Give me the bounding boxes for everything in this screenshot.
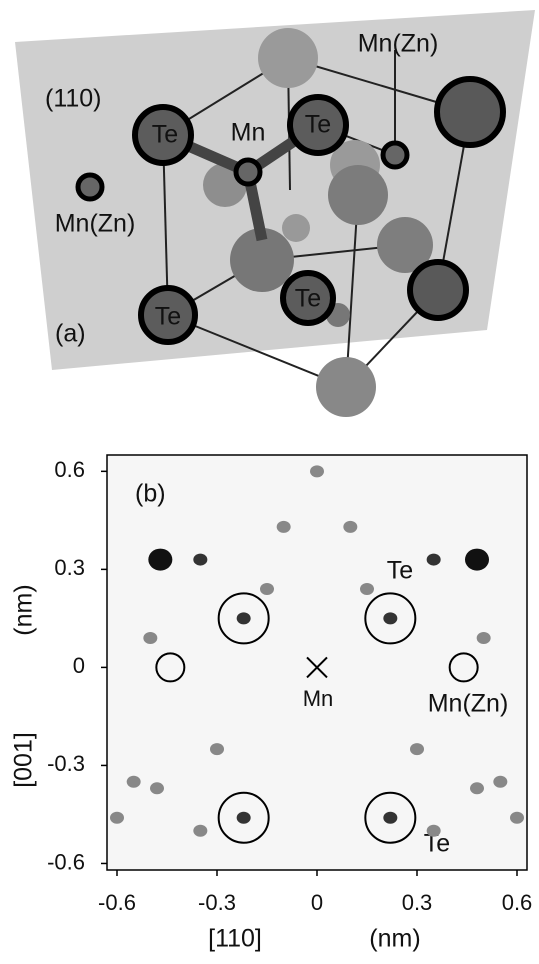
spot: [150, 782, 164, 794]
spot: [193, 825, 207, 837]
atom-label: Te: [305, 111, 331, 139]
panel-a: (110) Mn(Zn) Te Mn Te Mn(Zn) Te Te (a): [15, 10, 535, 417]
panel-b: (b) Te Mn Mn(Zn) Te [110] (nm) [001] (nm…: [10, 455, 533, 953]
atom-label: Te: [155, 303, 181, 331]
annotation: Te: [387, 557, 413, 585]
spot: [383, 812, 397, 824]
atom-label: Te: [295, 285, 321, 313]
y-tick-label: 0.3: [54, 555, 85, 580]
spot: [237, 812, 251, 824]
y-axis-unit: (nm): [10, 584, 38, 635]
atom-label: Mn: [231, 119, 266, 147]
x-axis-label: [110]: [208, 925, 262, 953]
spot: [277, 521, 291, 533]
panel-label: (a): [55, 320, 86, 348]
annotation: Mn: [303, 686, 334, 711]
y-tick-label: 0: [73, 653, 85, 678]
spot: [148, 549, 172, 571]
spot: [127, 776, 141, 788]
x-tick-label: -0.3: [198, 890, 236, 915]
spot: [343, 521, 357, 533]
spot: [427, 554, 441, 566]
figure: (110) Mn(Zn) Te Mn Te Mn(Zn) Te Te (a) (…: [0, 0, 539, 959]
y-tick-label: -0.6: [47, 849, 85, 874]
atom-label: Te: [152, 121, 178, 149]
spot: [383, 612, 397, 624]
spot: [470, 782, 484, 794]
atom-label: Mn(Zn): [358, 30, 439, 58]
spot: [310, 465, 324, 477]
y-axis-label: [001]: [10, 732, 38, 788]
plot-frame: [107, 455, 527, 870]
spot: [360, 583, 374, 595]
x-tick-label: 0: [311, 890, 323, 915]
spot: [260, 583, 274, 595]
spot: [410, 743, 424, 755]
spot: [493, 776, 507, 788]
spot: [237, 612, 251, 624]
x-tick-label: -0.6: [98, 890, 136, 915]
spot: [477, 632, 491, 644]
spot: [110, 812, 124, 824]
y-tick-label: -0.3: [47, 751, 85, 776]
spot: [193, 554, 207, 566]
x-tick-label: 0.6: [502, 890, 533, 915]
x-tick-label: 0.3: [402, 890, 433, 915]
y-tick-label: 0.6: [54, 457, 85, 482]
annotation: Mn(Zn): [428, 690, 509, 718]
plane-label: (110): [45, 85, 102, 113]
atom-label: Mn(Zn): [55, 210, 136, 238]
spot: [427, 825, 441, 837]
spot: [510, 812, 524, 824]
x-axis-unit: (nm): [369, 925, 420, 953]
spot: [210, 743, 224, 755]
spot: [143, 632, 157, 644]
spot: [465, 549, 489, 571]
panel-label: (b): [135, 480, 166, 508]
